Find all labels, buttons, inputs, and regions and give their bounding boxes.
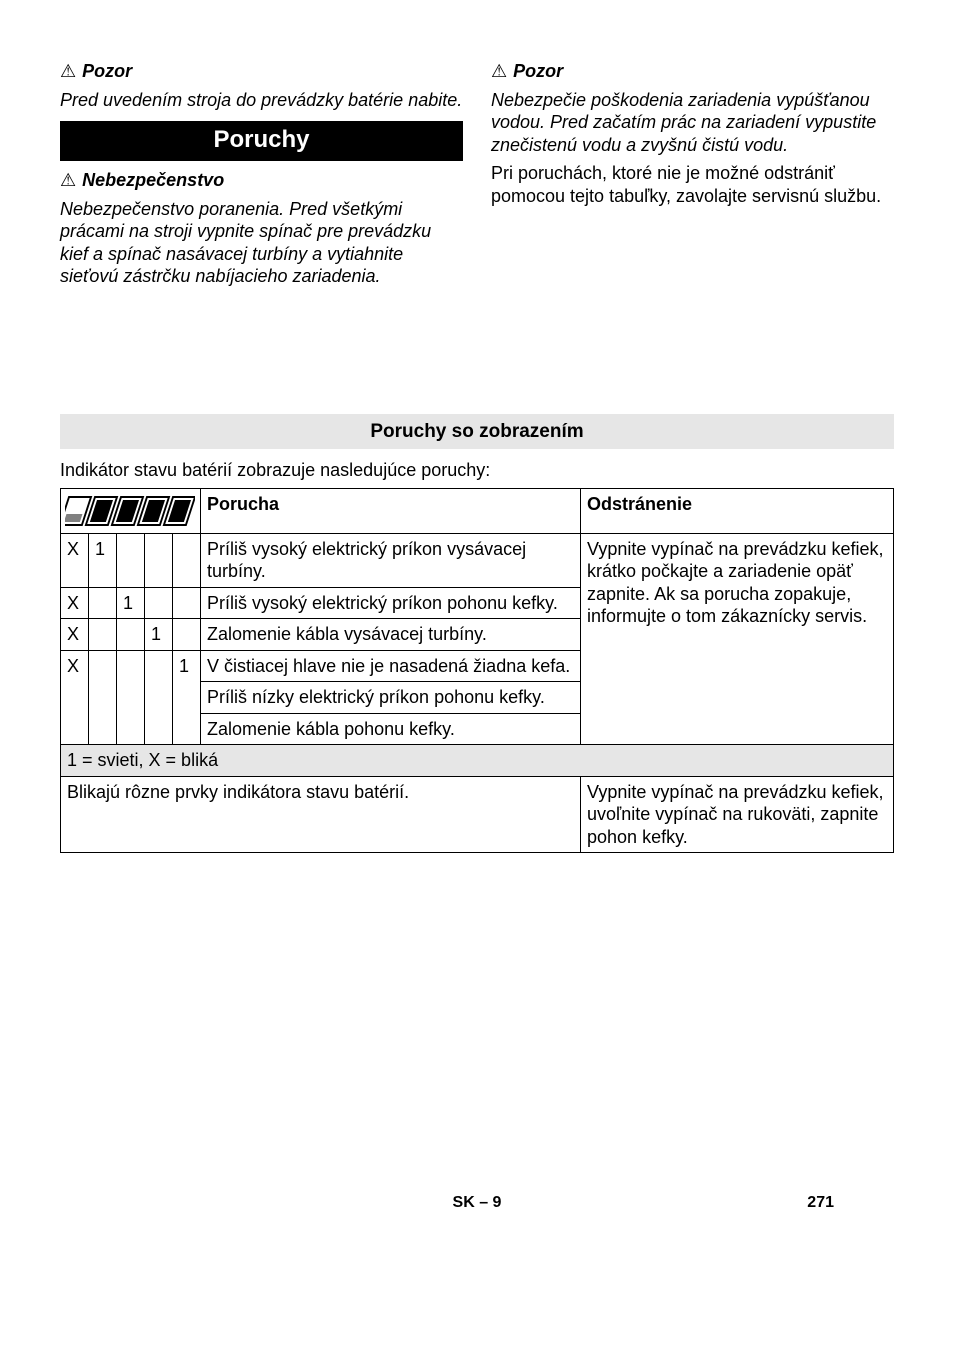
col-porucha-header: Porucha [201,488,581,533]
cell-c3 [117,533,145,587]
table-blik-row: Blikajú rôzne prvky indikátora stavu bat… [61,776,894,853]
col-odstranenie-header: Odstránenie [581,488,894,533]
footer-center-bold: SK – 9 [453,1194,502,1211]
cell-c2 [89,650,117,745]
table-header-row: Porucha Odstránenie [61,488,894,533]
cell-porucha: V čistiacej hlave nie je nasadená žiadna… [201,650,581,682]
warning-triangle-icon: ⚠ [60,169,76,192]
cell-c5 [173,619,201,651]
cell-porucha: Príliš vysoký elektrický príkon pohonu k… [201,587,581,619]
cell-c1: X [61,587,89,619]
table-row: X 1 Príliš vysoký elektrický príkon vysá… [61,533,894,587]
cell-porucha: Príliš vysoký elektrický príkon vysávace… [201,533,581,587]
blik-left-cell: Blikajú rôzne prvky indikátora stavu bat… [61,776,581,853]
right-pozor-text: Nebezpečie poškodenia zariadenia vypúšťa… [491,89,894,157]
page-number: 271 [807,1193,834,1213]
cell-c4 [145,533,173,587]
left-pozor-label: Pozor [82,61,132,81]
cell-c3: 1 [117,587,145,619]
cell-c3 [117,650,145,745]
left-nebez-label: Nebezpečenstvo [82,170,224,190]
warning-triangle-icon: ⚠ [491,60,507,83]
right-pozor-label: Pozor [513,61,563,81]
intro-text: Indikátor stavu batérií zobrazuje nasled… [60,459,500,482]
blik-right-cell: Vypnite vypínač na prevádzku kefiek, uvo… [581,776,894,853]
cell-c2 [89,587,117,619]
cell-c2: 1 [89,533,117,587]
table-legend-row: 1 = svieti, X = bliká [61,745,894,777]
cell-c4 [145,587,173,619]
cell-porucha: Príliš nízky elektrický príkon pohonu ke… [201,682,581,714]
right-pozor-heading: ⚠ Pozor [491,60,894,83]
cell-c1: X [61,533,89,587]
cell-c5 [173,533,201,587]
cell-c1: X [61,619,89,651]
cell-porucha: Zalomenie kábla vysávacej turbíny. [201,619,581,651]
right-plain-text: Pri poruchách, ktoré nie je možné odstrá… [491,162,894,207]
battery-indicator-header [61,488,201,533]
left-pozor-text: Pred uvedením stroja do prevádzky batéri… [60,89,463,112]
cell-c2 [89,619,117,651]
faults-table: Porucha Odstránenie X 1 Príliš vysoký el… [60,488,894,854]
left-nebez-text: Nebezpečenstvo poranenia. Pred všetkými … [60,198,463,288]
page-footer: SK – 9 271 [60,1193,894,1213]
poruchy-header: Poruchy [60,121,463,161]
footer-center-text: SK – 9 [453,1194,502,1211]
left-nebez-heading: ⚠ Nebezpečenstvo [60,169,463,192]
cell-remedy: Vypnite vypínač na prevádzku kefiek, krá… [581,533,894,745]
cell-c4 [145,650,173,745]
cell-c4: 1 [145,619,173,651]
left-pozor-heading: ⚠ Pozor [60,60,463,83]
cell-c1: X [61,650,89,745]
legend-cell: 1 = svieti, X = bliká [61,745,894,777]
warning-triangle-icon: ⚠ [60,60,76,83]
cell-c5 [173,587,201,619]
gray-section-header: Poruchy so zobrazením [60,414,894,450]
cell-c5: 1 [173,650,201,745]
battery-indicator-icon [65,491,195,531]
cell-c3 [117,619,145,651]
cell-porucha: Zalomenie kábla pohonu kefky. [201,713,581,745]
